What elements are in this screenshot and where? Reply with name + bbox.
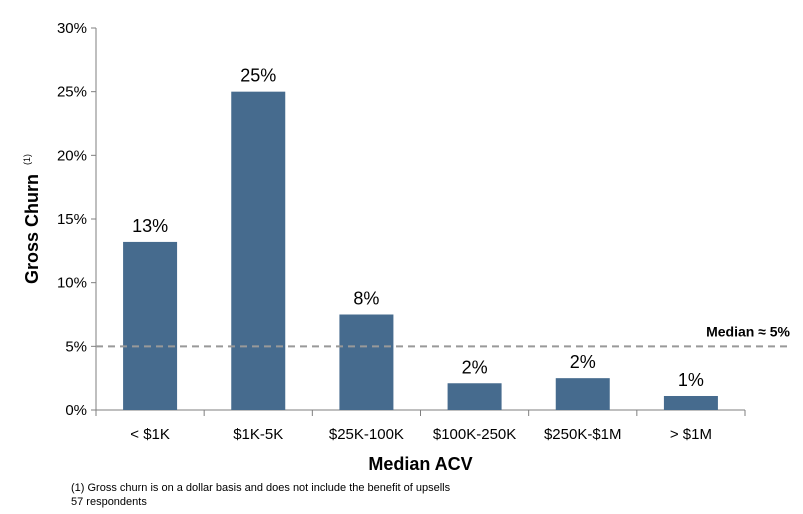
y-axis: 0% 5% 10% 15% 20% 25% 30% [57,20,97,419]
y-tick-label: 5% [65,338,87,355]
bar-data-label: 2% [570,352,596,372]
footnote-gross-churn: (1) Gross churn is on a dollar basis and… [71,482,451,494]
bar [663,395,718,410]
x-category-label: > $1M [670,426,712,443]
y-tick-label: 15% [57,211,87,228]
x-category-label: $100K-250K [433,426,516,443]
x-axis: < $1K $1K-5K $25K-100K $100K-250K $250K-$1M >… [95,409,746,443]
y-tick-label: 30% [57,20,87,37]
bar-data-label: 25% [240,66,276,86]
x-category-label: $25K-100K [329,426,404,443]
bars [123,91,718,411]
median-label: Median ≈ 5% [706,323,790,339]
x-category-label: $250K-$1M [544,426,622,443]
y-tick-label: 0% [65,402,87,419]
bar [231,91,286,411]
bar [123,241,178,410]
data-labels: 13% 25% 8% 2% 2% 1% [132,66,704,390]
bar-data-label: 2% [462,357,488,377]
y-tick-label: 10% [57,275,87,292]
x-category-label: < $1K [130,426,170,443]
y-axis-title: Gross Churn (1) [22,154,42,284]
bar [555,378,610,410]
bar-data-label: 13% [132,216,168,236]
x-category-label: $1K-5K [233,426,283,443]
y-axis-title-superscript: (1) [22,154,32,165]
footnote-respondents: 57 respondents [71,496,147,508]
median-reference-line: Median ≈ 5% [96,323,791,348]
y-tick-label: 20% [57,147,87,164]
y-axis-title-text: Gross Churn [22,174,42,284]
x-axis-title: Median ACV [368,454,472,474]
bar-data-label: 1% [678,370,704,390]
y-tick-label: 25% [57,84,87,101]
bar-data-label: 8% [353,289,379,309]
bar [447,383,502,410]
bar [339,314,394,410]
